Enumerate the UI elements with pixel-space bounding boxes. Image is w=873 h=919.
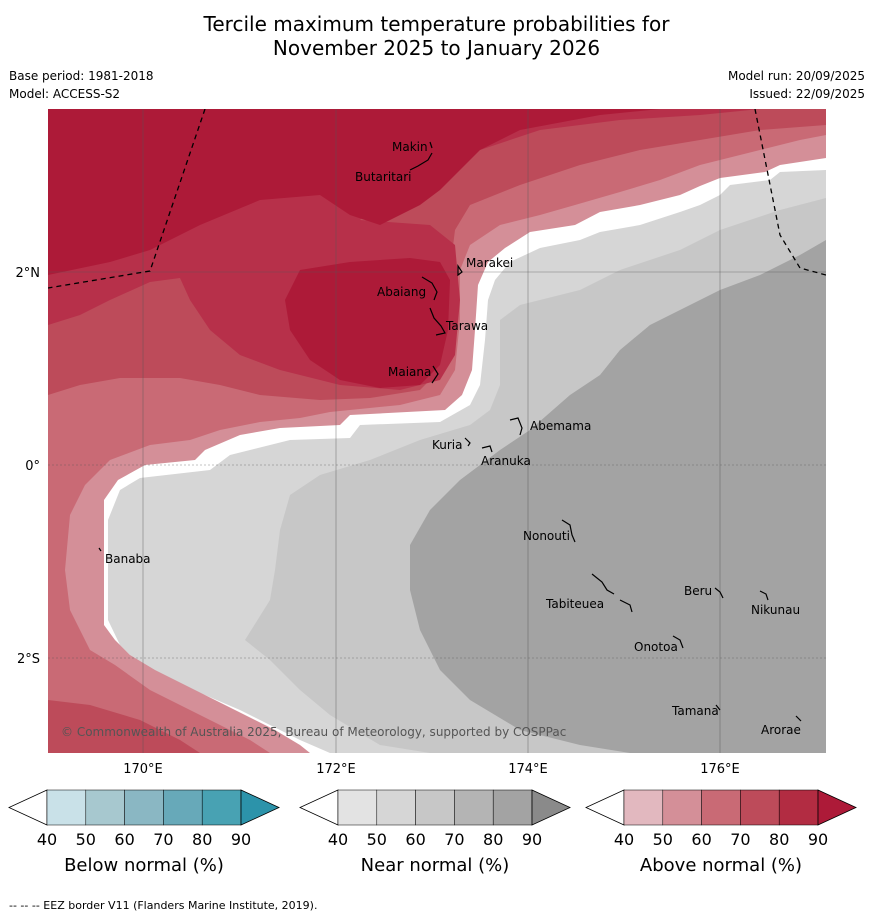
lon-label-172: 172°E — [316, 762, 356, 777]
colorbar-above-max-tip — [817, 789, 857, 826]
colorbar-above-segment — [778, 789, 819, 826]
colorbar-below-segment — [46, 789, 87, 826]
copyright-text: © Commonwealth of Australia 2025, Bureau… — [61, 725, 566, 739]
colorbar-near-max-tip — [531, 789, 571, 826]
colorbar-near-tick: 60 — [405, 830, 425, 849]
colorbar-below-segment — [201, 789, 242, 826]
colorbar-above-tick: 40 — [614, 830, 634, 849]
model-name: Model: ACCESS-S2 — [9, 87, 121, 101]
meta-right: Model run: 20/09/2025 Issued: 22/09/2025 — [728, 67, 865, 103]
island-label-tamana: Tamana — [671, 704, 719, 718]
colorbar-near-segment — [415, 789, 455, 826]
colorbar-near-tick: 40 — [328, 830, 348, 849]
colorbar-near-tick: 70 — [444, 830, 464, 849]
colorbar-below-tick: 60 — [114, 830, 134, 849]
colorbar-above-label: Above normal (%) — [640, 855, 802, 876]
island-label-onotoa: Onotoa — [634, 640, 678, 654]
island-label-marakei: Marakei — [466, 256, 513, 270]
colorbar-above-segment — [623, 789, 664, 826]
colorbars: 40 50 60 70 80 90 Below normal (%) 40 50 60 70 80 90… — [8, 789, 857, 876]
colorbar-above-tick: 60 — [691, 830, 711, 849]
island-shapes — [98, 141, 802, 722]
lat-label-0: 0° — [25, 459, 40, 474]
colorbar-below-tick: 40 — [37, 830, 57, 849]
colorbar-near-segment — [376, 789, 416, 826]
colorbar-near-min-tip — [299, 789, 339, 826]
colorbar-above-tick: 80 — [769, 830, 789, 849]
colorbar-above-tick: 90 — [808, 830, 828, 849]
lon-label-176: 176°E — [700, 762, 740, 777]
colorbar-near-tick: 80 — [483, 830, 503, 849]
issued-date: Issued: 22/09/2025 — [749, 87, 865, 101]
colorbar-below-tick: 90 — [231, 830, 251, 849]
colorbar-below-tick: 80 — [192, 830, 212, 849]
colorbar-near: 40 50 60 70 80 90 Near normal (%) — [299, 789, 571, 876]
colorbar-below-segment — [124, 789, 164, 826]
base-period: Base period: 1981-2018 — [9, 69, 154, 83]
island-label-tabiteuea: Tabiteuea — [545, 597, 604, 611]
lon-label-174: 174°E — [508, 762, 548, 777]
lat-label-2n: 2°N — [16, 266, 41, 281]
chart-title: Tercile maximum temperature probabilitie… — [0, 12, 873, 60]
island-labels: Makin Butaritari Marakei Abaiang Tarawa … — [105, 140, 801, 737]
colorbar-below: 40 50 60 70 80 90 Below normal (%) — [8, 789, 280, 876]
lat-labels: 2°N 0° 2°S — [16, 266, 41, 667]
colorbar-near-segment — [492, 789, 533, 826]
colorbar-near-segment — [454, 789, 494, 826]
above-80-region — [48, 109, 660, 275]
title-line-1: Tercile maximum temperature probabilitie… — [203, 12, 670, 36]
eez-footnote: -- -- -- EEZ border V11 (Flanders Marine… — [9, 899, 318, 912]
colorbar-above-segment — [740, 789, 780, 826]
colorbar-near-tick: 50 — [367, 830, 387, 849]
colorbar-above-min-tip — [585, 789, 625, 826]
island-label-makin: Makin — [392, 140, 428, 154]
colorbar-above-segment — [701, 789, 741, 826]
meta-left: Base period: 1981-2018 Model: ACCESS-S2 — [9, 67, 154, 103]
eez-border — [48, 109, 826, 289]
lat-label-2s: 2°S — [17, 652, 40, 667]
colorbar-below-segment — [85, 789, 125, 826]
colorbar-below-segment — [163, 789, 203, 826]
island-label-butaritari: Butaritari — [355, 170, 412, 184]
island-label-beru: Beru — [684, 584, 712, 598]
island-label-abemama: Abemama — [530, 419, 591, 433]
colorbar-below-tick: 70 — [153, 830, 173, 849]
island-label-nikunau: Nikunau — [751, 603, 800, 617]
colorbar-near-tick: 90 — [522, 830, 542, 849]
model-run: Model run: 20/09/2025 — [727, 69, 865, 83]
colorbar-near-label: Near normal (%) — [361, 855, 510, 876]
graticule — [48, 109, 826, 753]
island-label-nonouti: Nonouti — [523, 529, 570, 543]
lon-labels: 170°E 172°E 174°E 176°E — [123, 762, 740, 777]
island-label-arorae: Arorae — [761, 723, 801, 737]
island-label-tarawa: Tarawa — [445, 319, 488, 333]
colorbar-near-segment — [337, 789, 378, 826]
colorbar-above-segment — [662, 789, 702, 826]
colorbar-above-tick: 50 — [653, 830, 673, 849]
colorbar-above: 40 50 60 70 80 90 Above normal (%) — [585, 789, 857, 876]
colorbar-below-label: Below normal (%) — [64, 855, 224, 876]
island-label-maiana: Maiana — [388, 365, 431, 379]
colorbar-below-min-tip — [8, 789, 48, 826]
colorbar-below-max-tip — [240, 789, 280, 826]
map-fill — [48, 109, 826, 753]
island-label-kuria: Kuria — [432, 438, 463, 452]
island-label-aranuka: Aranuka — [481, 454, 531, 468]
island-label-abaiang: Abaiang — [377, 285, 426, 299]
colorbar-above-tick: 70 — [730, 830, 750, 849]
title-line-2: November 2025 to January 2026 — [272, 36, 601, 60]
island-label-banaba: Banaba — [105, 552, 151, 566]
colorbar-below-tick: 50 — [76, 830, 96, 849]
above-80-core — [285, 258, 450, 388]
lon-label-170: 170°E — [123, 762, 163, 777]
